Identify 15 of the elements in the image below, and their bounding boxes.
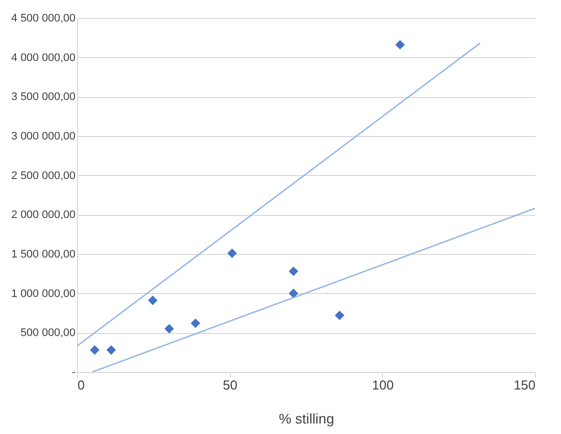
y-tick-label: 4 000 000,00 <box>11 52 76 64</box>
x-tick-label: 100 <box>372 378 394 392</box>
y-tick-label: 2 000 000,00 <box>11 209 76 222</box>
y-tick-label: 500 000,00 <box>20 327 76 340</box>
y-tick-label: 1 500 000,00 <box>11 248 76 260</box>
y-tick-label: 4 500 000,00 <box>11 12 76 24</box>
y-tick-label: 3 500 000,00 <box>11 91 76 104</box>
x-tick-label: 150 <box>514 378 536 392</box>
y-tick-label: 2 500 000,00 <box>11 170 76 182</box>
x-tick-label: 0 <box>78 378 85 392</box>
y-tick-label: 1 000 000,00 <box>11 288 76 300</box>
x-tick-label: 50 <box>222 378 238 392</box>
y-tick-label: - <box>72 366 76 378</box>
y-tick-label: 3 000 000,00 <box>11 130 76 142</box>
x-axis-title: % stilling <box>278 410 334 426</box>
